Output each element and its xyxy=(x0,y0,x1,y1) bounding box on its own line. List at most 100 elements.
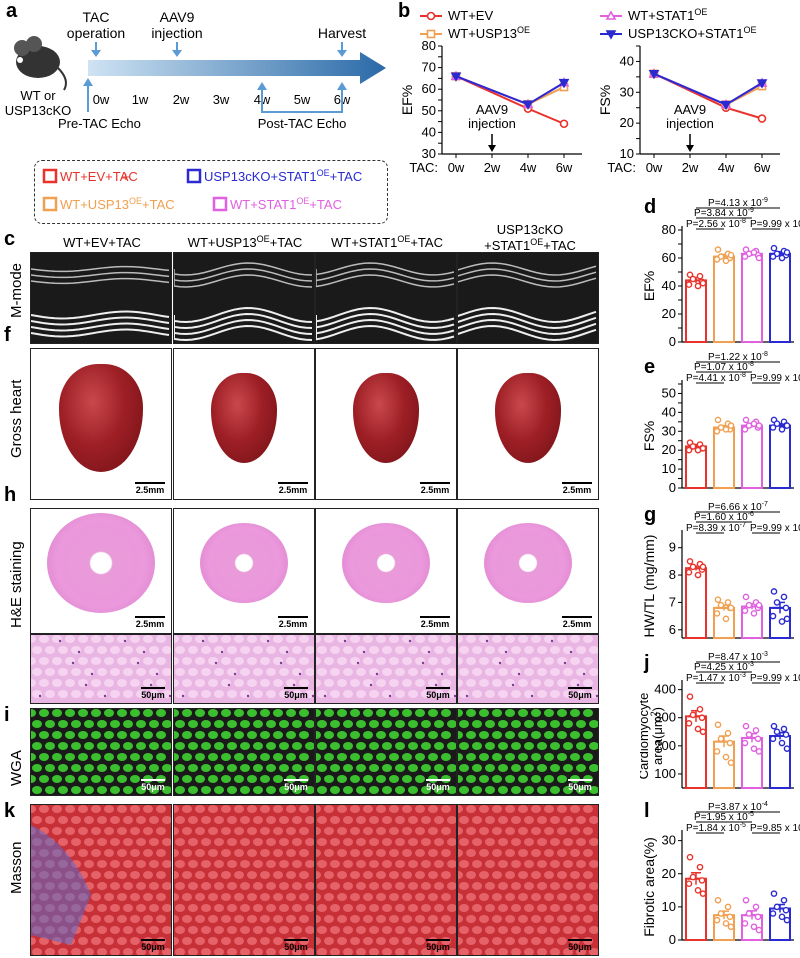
y-axis-label-1: Cardiomyocyte xyxy=(640,693,651,780)
data-point xyxy=(780,725,788,733)
data-point xyxy=(782,906,790,914)
p-value: P=1.60 x 10-6 xyxy=(694,511,754,523)
p-value: P=4.41 x 10-8 xyxy=(686,372,746,384)
gross-image-2: 2.5mm xyxy=(173,348,315,500)
bar-0 xyxy=(685,567,707,639)
data-point xyxy=(778,426,786,433)
y-tick: 80 xyxy=(422,40,436,53)
data-point xyxy=(714,896,722,904)
data-point xyxy=(726,913,734,921)
data-point xyxy=(783,916,791,924)
svg-text:USP13CKO+STAT1OE: USP13CKO+STAT1OE xyxy=(628,25,757,41)
data-point xyxy=(727,923,735,931)
he-image-4: 2.5mm xyxy=(457,508,599,634)
data-point xyxy=(724,599,732,606)
aav9-line1: AAV9 xyxy=(160,9,195,25)
data-point xyxy=(783,422,791,429)
y-axis-label-2: area(μm2) xyxy=(649,707,665,765)
data-point xyxy=(686,693,694,700)
y-tick: 6 xyxy=(669,622,676,637)
p-value: P=1.95 x 10-5 xyxy=(694,811,754,823)
tac-operation-line2: operation xyxy=(67,25,125,41)
timeline-diagram: WT or USP13cKO TAC operation AAV9 inject… xyxy=(5,9,386,131)
y-tick: 50 xyxy=(662,385,676,400)
data-point xyxy=(741,607,749,614)
scale-bar-label: 2.5mm xyxy=(420,485,450,495)
heart-photo xyxy=(353,373,419,463)
bar-3 xyxy=(769,252,791,343)
data-point xyxy=(699,444,707,452)
svg-text:WT+USP13OE: WT+USP13OE xyxy=(448,25,530,41)
data-point xyxy=(694,725,702,733)
y-tick: 10 xyxy=(620,146,634,161)
data-point xyxy=(694,282,702,290)
data-point xyxy=(689,873,697,881)
p-value: P=1.07 x 10-8 xyxy=(694,361,754,373)
data-point xyxy=(689,275,697,283)
he-section xyxy=(200,522,288,604)
data-point xyxy=(769,612,777,620)
scale-bar-label: 2.5mm xyxy=(135,485,165,495)
y-tick: 30 xyxy=(662,423,676,438)
x-tick: 2w xyxy=(682,160,699,175)
data-point xyxy=(750,610,758,617)
p-value: P=3.87 x 10-4 xyxy=(708,801,768,813)
timepoint-3: 3w xyxy=(213,92,230,107)
wga-image-3: 50μm xyxy=(315,708,457,796)
y-axis-label: EF% xyxy=(402,85,415,115)
panel-label-l: l xyxy=(644,800,650,822)
wga-image-2: 50μm xyxy=(173,708,315,796)
masson-image-4: 50μm xyxy=(457,804,599,956)
data-point xyxy=(750,249,758,256)
series-point xyxy=(559,119,569,129)
data-point xyxy=(689,563,697,571)
y-tick: 100 xyxy=(654,766,676,781)
gross-image-3: 2.5mm xyxy=(315,348,457,500)
y-tick: 300 xyxy=(654,710,676,725)
group-legend-box xyxy=(34,160,388,224)
data-point xyxy=(769,253,777,260)
he-image-1: 2.5mm xyxy=(30,508,172,634)
y-tick: 40 xyxy=(662,278,676,293)
he-image-2: 2.5mm xyxy=(173,508,315,634)
panel-label-i: i xyxy=(4,704,10,726)
data-point xyxy=(685,569,693,576)
p-value: P=8.47 x 10-3 xyxy=(708,651,768,663)
masson-image-2: 50μm xyxy=(173,804,315,956)
gross-image-1: 2.5mm xyxy=(30,348,172,500)
scale-bar-label: 50μm xyxy=(284,782,308,792)
data-point xyxy=(686,853,694,861)
wga-image-4: 50μm xyxy=(457,708,599,796)
hist-image-4: 50μm xyxy=(457,634,599,704)
col-title-4-line1: USP13cKO xyxy=(497,222,563,237)
panel-label-c: c xyxy=(4,228,16,250)
scale-bar-label: 2.5mm xyxy=(562,485,592,495)
scale-bar-label: 2.5mm xyxy=(135,619,165,629)
heart-photo xyxy=(495,373,561,463)
row-title-mmode: M-mode xyxy=(8,262,25,318)
x-tick: 2w xyxy=(484,160,501,175)
scale-bar-label: 2.5mm xyxy=(420,619,450,629)
data-point xyxy=(770,722,778,730)
svg-text:+: + xyxy=(122,169,130,184)
line-legend-item-2: WT+USP13OE xyxy=(420,25,530,41)
scale-bar-label: 2.5mm xyxy=(278,619,308,629)
data-point xyxy=(724,729,732,737)
data-point xyxy=(783,615,791,623)
series-point xyxy=(648,69,660,80)
data-point xyxy=(727,251,735,259)
x-prefix: TAC: xyxy=(409,160,438,175)
data-point xyxy=(741,426,749,433)
p-value: P=6.66 x 10-7 xyxy=(708,501,768,513)
y-tick: 9 xyxy=(669,540,676,555)
p-value: P=9.99 x 10-1 xyxy=(750,672,800,684)
fs-bar-chart: 0 10 20 30 40 50 FS% P=1.22 x 10-8P=1.07 x 10-8… xyxy=(641,351,800,495)
y-tick: 40 xyxy=(662,404,676,419)
scale-bar-label: 50μm xyxy=(141,690,165,700)
series-point xyxy=(756,79,768,89)
y-tick: 50 xyxy=(422,103,436,118)
